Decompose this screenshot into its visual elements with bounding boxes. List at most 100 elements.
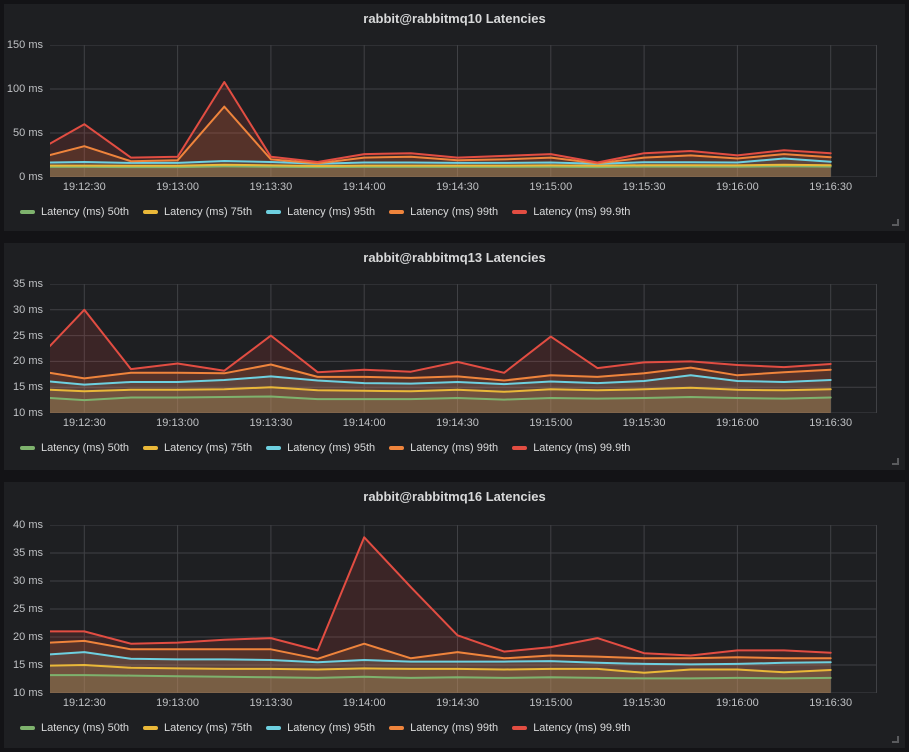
legend-color-swatch[interactable] — [266, 446, 282, 450]
legend-item-50th[interactable]: Latency (ms) 50th — [20, 206, 129, 218]
legend-color-swatch[interactable] — [266, 210, 282, 214]
legend-color-swatch[interactable] — [389, 210, 405, 214]
y-axis: 0 ms 50 ms 100 ms 150 ms — [4, 39, 50, 183]
panel-title[interactable]: rabbit@rabbitmq16 Latencies — [363, 489, 546, 504]
legend-color-swatch[interactable] — [143, 210, 159, 214]
legend-color-swatch[interactable] — [20, 726, 35, 730]
x-tick-label: 19:13:30 — [249, 417, 293, 429]
y-tick-label: 0 ms — [19, 171, 43, 183]
x-axis: 19:12:30 19:13:00 19:13:30 19:14:00 19:14:30… — [50, 177, 905, 198]
legend-label[interactable]: Latency (ms) 99.9th — [533, 722, 631, 734]
legend-label[interactable]: Latency (ms) 99th — [410, 206, 499, 218]
legend-label[interactable]: Latency (ms) 99th — [410, 442, 499, 454]
y-axis: 10 ms 15 ms 20 ms 25 ms 30 ms 35 ms 40 ms — [4, 519, 50, 699]
x-tick-label: 19:15:30 — [622, 417, 666, 429]
series-line-99th — [50, 363, 832, 382]
y-tick-label: 20 ms — [13, 631, 43, 643]
legend-label[interactable]: Latency (ms) 50th — [41, 206, 130, 218]
legend-item-99th[interactable]: Latency (ms) 99th — [389, 442, 498, 454]
plot-area: 10 ms 15 ms 20 ms 25 ms 30 ms 35 ms — [4, 278, 905, 419]
legend-color-swatch[interactable] — [389, 726, 405, 730]
legend-item-50th[interactable]: Latency (ms) 50th — [20, 442, 129, 454]
legend-label[interactable]: Latency (ms) 95th — [287, 206, 376, 218]
x-tick-label: 19:12:30 — [62, 697, 106, 709]
legend-color-swatch[interactable] — [143, 726, 159, 730]
panel-resize-handle[interactable] — [892, 736, 899, 743]
x-tick-label: 19:13:30 — [249, 181, 293, 193]
x-tick-label: 19:13:00 — [156, 181, 200, 193]
latency-chart[interactable] — [50, 45, 877, 177]
y-tick-label: 50 ms — [13, 127, 43, 139]
legend-label[interactable]: Latency (ms) 75th — [164, 722, 253, 734]
latency-chart[interactable] — [50, 284, 877, 413]
legend-item-75th[interactable]: Latency (ms) 75th — [143, 722, 252, 734]
legend-item-99-9th[interactable]: Latency (ms) 99.9th — [512, 442, 630, 454]
x-axis: 19:12:30 19:13:00 19:13:30 19:14:00 19:14:30… — [50, 693, 905, 714]
legend-item-75th[interactable]: Latency (ms) 75th — [143, 442, 252, 454]
panel-rabbitmq10-latencies: rabbit@rabbitmq10 Latencies 0 ms 50 ms 100… — [4, 4, 905, 231]
series-fill-99th — [50, 640, 831, 693]
x-tick-label: 19:14:30 — [436, 417, 479, 429]
legend-color-swatch[interactable] — [20, 210, 35, 214]
legend-color-swatch[interactable] — [512, 210, 528, 214]
panel-resize-handle[interactable] — [892, 219, 899, 226]
x-tick-label: 19:12:30 — [62, 417, 106, 429]
legend-color-swatch[interactable] — [512, 726, 528, 730]
legend-item-75th[interactable]: Latency (ms) 75th — [143, 206, 252, 218]
series-line-95th — [50, 157, 832, 165]
series-fill-99-9th — [50, 537, 831, 693]
x-tick-label: 19:15:00 — [529, 697, 573, 709]
legend-color-swatch[interactable] — [389, 446, 405, 450]
latency-chart[interactable] — [50, 525, 877, 693]
x-tick-label: 19:16:30 — [809, 417, 853, 429]
series-fill-95th — [50, 375, 831, 413]
legend-item-99-9th[interactable]: Latency (ms) 99.9th — [512, 722, 630, 734]
legend-color-swatch[interactable] — [20, 446, 35, 450]
legend-label[interactable]: Latency (ms) 75th — [164, 206, 253, 218]
legend-item-95th[interactable]: Latency (ms) 95th — [266, 206, 375, 218]
legend-item-99-9th[interactable]: Latency (ms) 99.9th — [512, 206, 630, 218]
legend-color-swatch[interactable] — [143, 446, 159, 450]
plot-area: 0 ms 50 ms 100 ms 150 ms — [4, 39, 905, 183]
panel-resize-handle[interactable] — [892, 458, 899, 465]
legend-label[interactable]: Latency (ms) 99.9th — [533, 442, 631, 454]
panel-title[interactable]: rabbit@rabbitmq10 Latencies — [363, 11, 546, 26]
x-tick-label: 19:14:00 — [342, 417, 386, 429]
x-tick-label: 19:16:30 — [809, 697, 853, 709]
series-line-50th — [50, 674, 832, 680]
series-fill-75th — [50, 665, 831, 693]
legend: Latency (ms) 50th Latency (ms) 75th Latenc… — [20, 442, 905, 454]
panel-title[interactable]: rabbit@rabbitmq13 Latencies — [363, 250, 546, 265]
x-tick-label: 19:15:30 — [622, 181, 666, 193]
x-tick-label: 19:16:00 — [715, 181, 759, 193]
legend-item-95th[interactable]: Latency (ms) 95th — [266, 722, 375, 734]
y-tick-label: 30 ms — [13, 575, 43, 587]
legend-item-95th[interactable]: Latency (ms) 95th — [266, 442, 375, 454]
series-line-50th — [50, 165, 832, 169]
series-line-99-9th — [50, 308, 832, 374]
series-line-50th — [50, 395, 832, 402]
legend-color-swatch[interactable] — [266, 726, 282, 730]
legend: Latency (ms) 50th Latency (ms) 75th Latenc… — [20, 206, 905, 218]
x-tick-label: 19:14:30 — [436, 181, 479, 193]
series-fill-99th — [50, 364, 831, 413]
y-axis: 10 ms 15 ms 20 ms 25 ms 30 ms 35 ms — [4, 278, 50, 419]
series-fill-75th — [50, 387, 831, 413]
series-line-75th — [50, 163, 832, 167]
legend-label[interactable]: Latency (ms) 99.9th — [533, 206, 631, 218]
x-tick-label: 19:13:00 — [156, 417, 200, 429]
legend-label[interactable]: Latency (ms) 50th — [41, 722, 130, 734]
legend-label[interactable]: Latency (ms) 95th — [287, 442, 376, 454]
legend-item-99th[interactable]: Latency (ms) 99th — [389, 206, 498, 218]
series-fill-95th — [50, 652, 831, 693]
y-tick-label: 35 ms — [13, 547, 43, 559]
legend-label[interactable]: Latency (ms) 50th — [41, 442, 130, 454]
legend-color-swatch[interactable] — [512, 446, 528, 450]
legend-label[interactable]: Latency (ms) 75th — [164, 442, 253, 454]
x-tick-label: 19:13:00 — [156, 697, 200, 709]
legend-label[interactable]: Latency (ms) 99th — [410, 722, 499, 734]
y-tick-label: 35 ms — [13, 278, 43, 290]
legend-label[interactable]: Latency (ms) 95th — [287, 722, 376, 734]
legend-item-99th[interactable]: Latency (ms) 99th — [389, 722, 498, 734]
legend-item-50th[interactable]: Latency (ms) 50th — [20, 722, 129, 734]
